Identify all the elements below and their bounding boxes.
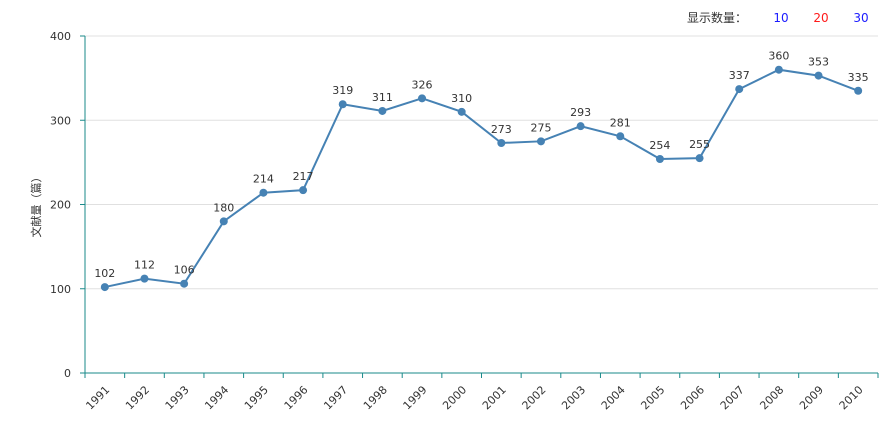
display-count-label: 显示数量： xyxy=(686,11,747,25)
data-point xyxy=(655,155,664,164)
data-point xyxy=(576,122,585,131)
data-label: 353 xyxy=(808,56,829,69)
x-tick-label: 2009 xyxy=(797,383,826,412)
axes xyxy=(80,35,879,378)
x-tick-label: 1992 xyxy=(123,383,152,412)
display-count-option-30[interactable]: 30 xyxy=(853,10,869,25)
x-tick-label: 1997 xyxy=(321,383,350,412)
x-tick-label: 2002 xyxy=(520,383,549,412)
x-tick-label: 2007 xyxy=(718,383,747,412)
y-axis-title: 文献量（篇） xyxy=(29,172,43,238)
x-tick-label: 2001 xyxy=(480,383,509,412)
x-tick-labels: 1991 1992 1993 1994 1995 1996 1997 1998 1999 2000… xyxy=(83,383,865,412)
data-label: 214 xyxy=(253,173,274,186)
data-label: 319 xyxy=(332,84,353,97)
series-line xyxy=(104,68,859,289)
x-tick-label: 1995 xyxy=(242,383,271,412)
data-label: 106 xyxy=(174,264,195,277)
data-label: 335 xyxy=(848,71,869,84)
data-point xyxy=(100,283,109,292)
x-tick-label: 1994 xyxy=(202,383,231,412)
data-label: 254 xyxy=(649,139,670,152)
data-label: 217 xyxy=(293,170,314,183)
data-point xyxy=(299,186,308,195)
x-tick-label: 2000 xyxy=(440,383,469,412)
x-tick-label: 2005 xyxy=(638,383,667,412)
data-label: 275 xyxy=(530,121,551,134)
data-point xyxy=(219,217,228,226)
display-count-option-10[interactable]: 10 xyxy=(773,10,789,25)
y-tick-label: 300 xyxy=(50,114,71,127)
data-label: 310 xyxy=(451,92,472,105)
data-point xyxy=(695,154,704,163)
data-label: 102 xyxy=(94,267,115,280)
y-tick-labels: 0 100 200 300 400 xyxy=(50,30,71,380)
x-tick-label: 2004 xyxy=(599,383,628,412)
x-tick-label: 2006 xyxy=(678,383,707,412)
series xyxy=(100,65,863,292)
data-label: 337 xyxy=(729,69,750,82)
data-point xyxy=(497,138,506,147)
data-point xyxy=(259,188,268,197)
y-tick-label: 400 xyxy=(50,30,71,43)
data-label: 255 xyxy=(689,138,710,151)
data-point xyxy=(536,137,545,146)
data-label: 281 xyxy=(610,116,631,129)
data-point xyxy=(180,279,189,288)
y-tick-label: 100 xyxy=(50,283,71,296)
data-point xyxy=(854,86,863,95)
data-label: 311 xyxy=(372,91,393,104)
data-label: 180 xyxy=(213,201,234,214)
data-point xyxy=(616,132,625,141)
data-label: 360 xyxy=(768,50,789,63)
display-count-option-20[interactable]: 20 xyxy=(813,10,829,25)
x-tick-label: 1993 xyxy=(163,383,192,412)
data-point xyxy=(774,65,783,74)
x-tick-label: 1998 xyxy=(361,383,390,412)
display-count-control: 显示数量： 10 20 30 xyxy=(687,9,881,26)
data-point xyxy=(418,94,427,103)
x-tick-label: 1991 xyxy=(83,383,112,412)
data-label: 326 xyxy=(412,78,433,91)
x-tick-label: 1996 xyxy=(282,383,311,412)
data-point xyxy=(140,274,149,283)
grid-lines xyxy=(85,35,878,290)
data-label: 293 xyxy=(570,106,591,119)
y-tick-label: 200 xyxy=(50,199,71,212)
data-point xyxy=(338,100,347,109)
data-point xyxy=(457,107,466,116)
x-tick-label: 2003 xyxy=(559,383,588,412)
data-label: 273 xyxy=(491,123,512,136)
data-point xyxy=(735,85,744,94)
data-label: 112 xyxy=(134,259,155,272)
x-tick-label: 2010 xyxy=(837,383,866,412)
data-point xyxy=(378,106,387,115)
data-point xyxy=(814,71,823,80)
x-tick-label: 1999 xyxy=(401,383,430,412)
x-tick-label: 2008 xyxy=(757,383,786,412)
y-tick-label: 0 xyxy=(64,367,71,380)
data-labels: 102 112 106 180 214 217 319 311 326 310 273 275 293 2… xyxy=(94,50,868,280)
